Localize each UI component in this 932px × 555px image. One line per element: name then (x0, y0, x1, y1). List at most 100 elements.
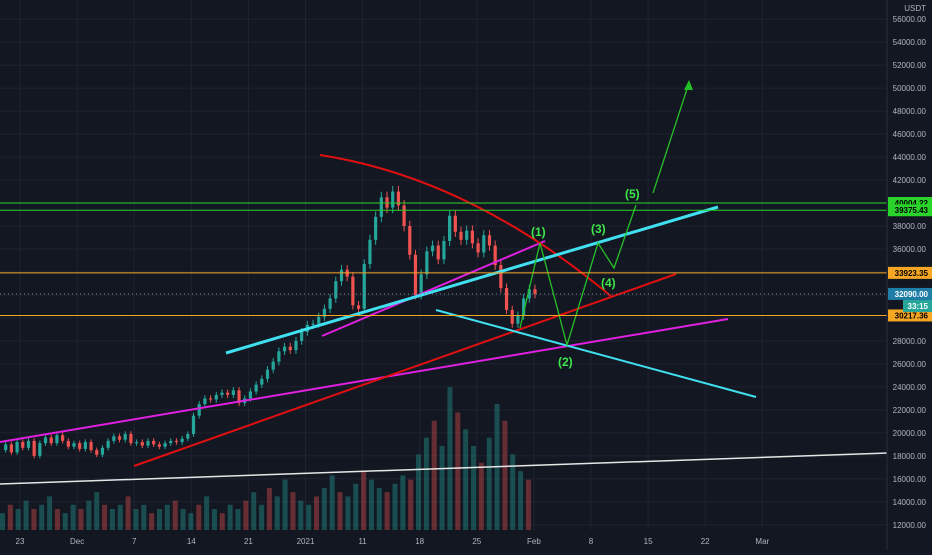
volume-bar (463, 429, 469, 530)
volume-bar (23, 500, 29, 530)
red-support-line[interactable] (133, 273, 677, 467)
candle-body (197, 404, 201, 416)
volume-bar (86, 500, 92, 530)
candle-body (339, 269, 344, 282)
trend-drawings[interactable] (0, 80, 889, 485)
y-tick-label: 48000.00 (893, 107, 927, 116)
candle-body (106, 440, 110, 448)
candle-body (9, 444, 13, 453)
magenta-support-line[interactable] (0, 318, 729, 443)
wave-label-3: (3) (591, 222, 606, 236)
volume-bar (408, 479, 414, 530)
y-tick-label: 12000.00 (893, 521, 927, 530)
volume-bar (133, 509, 139, 530)
volume-bar (518, 471, 524, 530)
candle-body (55, 435, 59, 444)
x-tick-label: 8 (589, 537, 594, 546)
volume-bar (329, 475, 335, 530)
candle-body (140, 442, 144, 446)
red-resistance-curve[interactable] (319, 154, 613, 298)
y-tick-label: 24000.00 (893, 383, 927, 392)
projection-arrowhead (684, 80, 693, 90)
volume-bar (62, 513, 68, 530)
candle-body (493, 245, 497, 266)
volume-bar (149, 513, 155, 530)
candle-body (21, 442, 25, 448)
y-tick-label: 26000.00 (893, 360, 927, 369)
candle-body (169, 440, 173, 444)
volume-bar (392, 483, 398, 530)
candle-body (180, 438, 184, 443)
candle-body (72, 443, 76, 447)
volume-bar (423, 437, 429, 530)
candle-body (277, 351, 281, 362)
candle-body (157, 444, 161, 447)
candle-body (26, 440, 31, 448)
horizontal-levels[interactable] (0, 202, 887, 316)
y-tick-label: 18000.00 (893, 452, 927, 461)
time-axis[interactable]: 23 Dec 7 14 21 2021 11 18 25 Feb 8 15 22 Mar (16, 537, 770, 546)
candle-body (61, 435, 65, 441)
candle-body (504, 288, 509, 310)
x-tick-label: 11 (358, 537, 367, 546)
volume-bar (47, 496, 53, 530)
volume-bar (141, 504, 147, 530)
volume-bar (78, 509, 84, 530)
candle-body (186, 434, 190, 439)
volume-bar (157, 509, 162, 530)
volume-bar (7, 504, 13, 530)
candle-body (220, 392, 224, 395)
y-tick-label: 22000.00 (893, 406, 927, 415)
volume-bar (102, 504, 108, 530)
candle-body (334, 281, 338, 299)
candle-body (533, 289, 537, 294)
candle-body (4, 444, 8, 451)
candle-body (499, 265, 503, 289)
magenta-upper-line[interactable] (321, 240, 546, 337)
volume-bar (172, 500, 178, 530)
candle-body (231, 390, 235, 395)
y-tick-label: 56000.00 (893, 15, 927, 24)
volume-bar (251, 492, 257, 530)
volume-bar (345, 496, 351, 530)
candle-body (379, 197, 383, 217)
volume-bar (337, 492, 343, 530)
x-tick-label: 22 (701, 537, 710, 546)
candle-body (487, 235, 492, 246)
candle-body (271, 361, 275, 370)
y-tick-label: 42000.00 (893, 176, 927, 185)
cyan-upper-trendline[interactable] (225, 205, 719, 355)
projection-arrow-line[interactable] (652, 82, 690, 194)
volume-bar (471, 446, 476, 530)
volume-bar (274, 496, 280, 530)
candle-body (368, 239, 372, 264)
elliott-projection-path[interactable] (519, 204, 637, 348)
volume-bar (196, 504, 202, 530)
white-trendline[interactable] (0, 452, 889, 485)
volume-bar (266, 488, 272, 530)
candle-body (208, 398, 213, 400)
y-tick-label: 46000.00 (893, 130, 927, 139)
volume-bar (15, 509, 21, 530)
volume-bar (211, 509, 217, 530)
candle-body (112, 436, 116, 441)
candle-body (89, 442, 93, 451)
candle-body (260, 378, 264, 385)
x-tick-label: Dec (70, 537, 84, 546)
candle-body (442, 240, 446, 260)
candle-body (282, 346, 287, 352)
volume-bar (70, 504, 76, 530)
cyan-lower-trendline[interactable] (435, 309, 757, 398)
volume-bar (306, 504, 312, 530)
candle-body (362, 263, 366, 309)
candle-body (300, 331, 304, 341)
level-tag-bg (888, 266, 932, 279)
volume-bar (502, 420, 508, 530)
candle-body (83, 442, 87, 449)
candle-body (214, 394, 218, 400)
candle-body (408, 226, 412, 255)
candle-body (476, 243, 480, 253)
volume-bar (400, 475, 406, 530)
